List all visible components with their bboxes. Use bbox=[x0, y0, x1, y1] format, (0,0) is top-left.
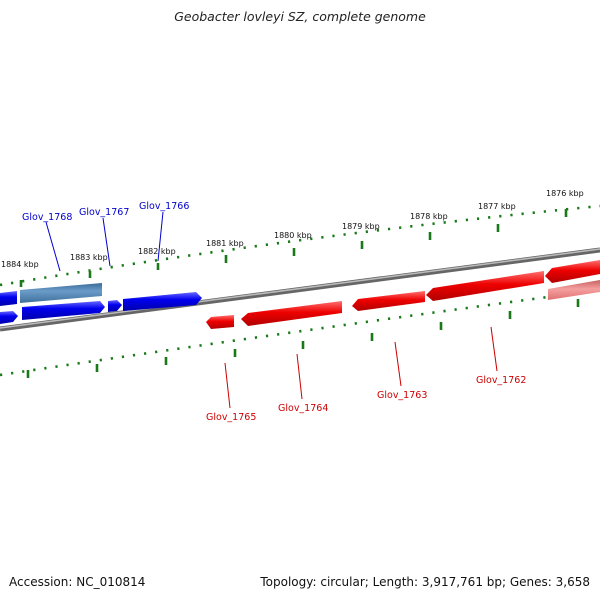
gene-label[interactable]: Glov_1765 bbox=[206, 412, 256, 423]
tick-label: 1878 kbp bbox=[410, 212, 448, 221]
gene-feature[interactable] bbox=[20, 283, 102, 303]
map-title: Geobacter lovleyi SZ, complete genome bbox=[174, 9, 426, 24]
gene-feature[interactable] bbox=[0, 311, 18, 324]
gene-label[interactable]: Glov_1763 bbox=[377, 390, 427, 401]
gene-label[interactable]: Glov_1768 bbox=[22, 212, 72, 223]
gene-feature[interactable] bbox=[352, 291, 425, 311]
gene-feature[interactable] bbox=[123, 292, 202, 311]
tick-label: 1883 kbp bbox=[70, 253, 108, 262]
gene-feature[interactable] bbox=[426, 271, 544, 301]
tick-label: 1877 kbp bbox=[478, 202, 516, 211]
inner-tick-track bbox=[0, 288, 600, 377]
reverse-label-leaders bbox=[224, 326, 498, 409]
forward-label-leaders bbox=[45, 211, 164, 272]
reverse-gene-labels: Glov_1765 Glov_1764 Glov_1763 Glov_1762 bbox=[206, 375, 526, 423]
forward-genes bbox=[0, 283, 202, 324]
tick-label: 1881 kbp bbox=[206, 239, 244, 248]
gene-feature[interactable] bbox=[548, 280, 600, 300]
gene-feature[interactable] bbox=[22, 301, 105, 320]
outer-major-ticks bbox=[19, 209, 568, 287]
gene-label[interactable]: Glov_1762 bbox=[476, 375, 526, 386]
inner-major-ticks bbox=[26, 299, 580, 378]
genome-summary: Topology: circular; Length: 3,917,761 bp… bbox=[260, 575, 590, 589]
gene-feature[interactable] bbox=[0, 291, 17, 306]
forward-gene-labels: Glov_1768 Glov_1767 Glov_1766 bbox=[22, 201, 189, 223]
tick-label: 1879 kbp bbox=[342, 222, 380, 231]
gene-label[interactable]: Glov_1766 bbox=[139, 201, 189, 212]
tick-labels: 1884 kbp 1883 kbp 1882 kbp 1881 kbp 1880… bbox=[1, 189, 584, 269]
tick-label: 1884 kbp bbox=[1, 260, 39, 269]
accession-label: Accession: NC_010814 bbox=[9, 575, 146, 589]
reverse-genes bbox=[206, 260, 600, 329]
tick-label: 1876 kbp bbox=[546, 189, 584, 198]
gene-label[interactable]: Glov_1767 bbox=[79, 207, 129, 218]
gene-label[interactable]: Glov_1764 bbox=[278, 403, 328, 414]
genome-backbone bbox=[0, 247, 600, 332]
gene-feature[interactable] bbox=[206, 315, 234, 329]
gene-feature[interactable] bbox=[545, 260, 600, 283]
gene-feature[interactable] bbox=[241, 301, 342, 326]
tick-label: 1880 kbp bbox=[274, 231, 312, 240]
gene-feature[interactable] bbox=[108, 300, 122, 312]
outer-tick-track bbox=[0, 204, 600, 287]
tick-label: 1882 kbp bbox=[138, 247, 176, 256]
